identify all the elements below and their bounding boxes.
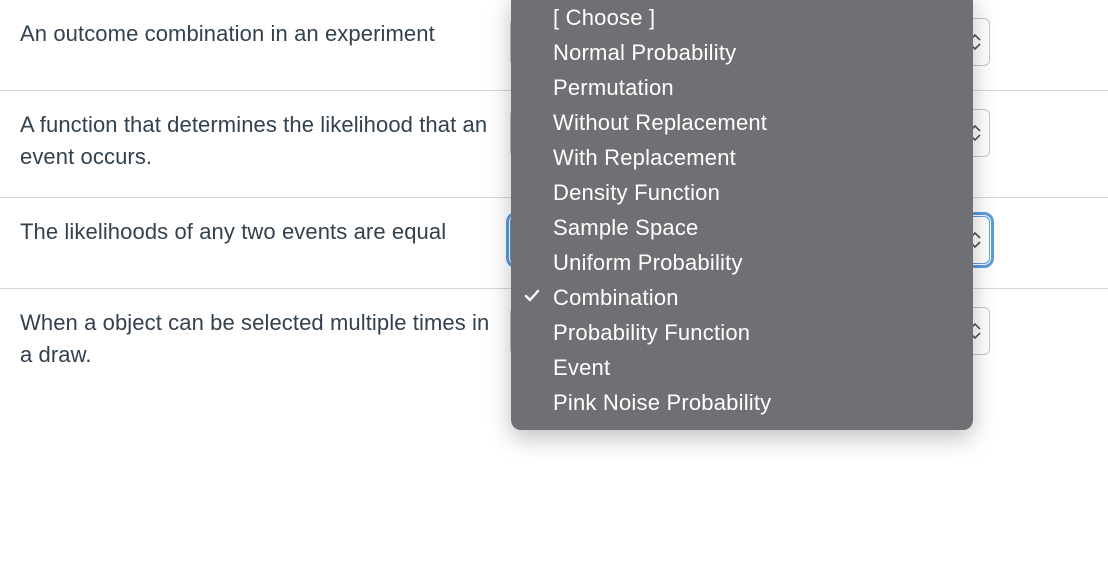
dropdown-menu[interactable]: [ Choose ] Normal Probability Permutatio… — [511, 0, 973, 430]
option-label: Density Function — [553, 180, 720, 206]
dropdown-option[interactable]: Normal Probability — [511, 35, 973, 70]
option-label: Sample Space — [553, 215, 699, 241]
question-prompt: The likelihoods of any two events are eq… — [20, 216, 510, 248]
dropdown-option[interactable]: Without Replacement — [511, 105, 973, 140]
question-prompt: When a object can be selected multiple t… — [20, 307, 510, 371]
dropdown-option[interactable]: Probability Function — [511, 315, 973, 350]
option-label: Permutation — [553, 75, 674, 101]
option-label: Pink Noise Probability — [553, 390, 771, 416]
dropdown-option[interactable]: Density Function — [511, 175, 973, 210]
question-prompt: A function that determines the likelihoo… — [20, 109, 510, 173]
option-label: Without Replacement — [553, 110, 767, 136]
checkmark-icon — [523, 285, 541, 311]
dropdown-option[interactable]: Event — [511, 350, 973, 385]
option-label: Event — [553, 355, 610, 381]
option-label: With Replacement — [553, 145, 736, 171]
option-label: Combination — [553, 285, 679, 311]
dropdown-option[interactable]: Sample Space — [511, 210, 973, 245]
question-prompt: An outcome combination in an experiment — [20, 18, 510, 50]
dropdown-option-checked[interactable]: Combination — [511, 280, 973, 315]
dropdown-option[interactable]: Pink Noise Probability — [511, 385, 973, 420]
dropdown-option[interactable]: Permutation — [511, 70, 973, 105]
dropdown-option-placeholder[interactable]: [ Choose ] — [511, 0, 973, 35]
option-label: Uniform Probability — [553, 250, 743, 276]
dropdown-option[interactable]: With Replacement — [511, 140, 973, 175]
dropdown-option[interactable]: Uniform Probability — [511, 245, 973, 280]
option-label: Probability Function — [553, 320, 750, 346]
option-label: Normal Probability — [553, 40, 736, 66]
option-label: [ Choose ] — [553, 5, 655, 31]
